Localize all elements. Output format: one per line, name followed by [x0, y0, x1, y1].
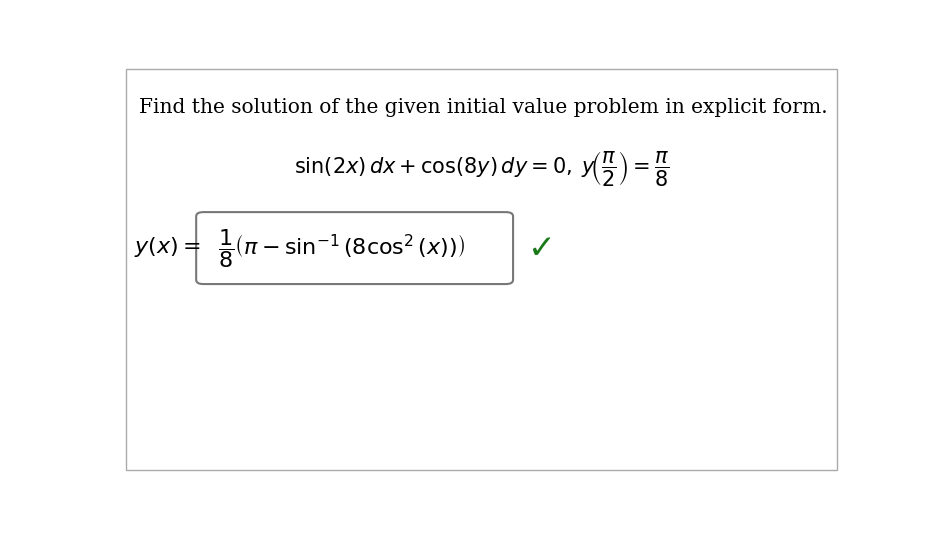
Text: $\sin(2x)\,dx + \cos(8y)\,dy = 0, \; y\!\left(\dfrac{\pi}{2}\right) = \dfrac{\pi: $\sin(2x)\,dx + \cos(8y)\,dy = 0, \; y\!… — [294, 150, 669, 189]
FancyBboxPatch shape — [126, 69, 838, 470]
Text: $\dfrac{1}{8}\left(\pi - \sin^{-1}(8\cos^2(x))\right)$: $\dfrac{1}{8}\left(\pi - \sin^{-1}(8\cos… — [218, 226, 465, 270]
Text: Find the solution of the given initial value problem in explicit form.: Find the solution of the given initial v… — [139, 98, 828, 117]
Text: $y(x) = $: $y(x) = $ — [134, 235, 201, 259]
Text: ✓: ✓ — [528, 232, 556, 264]
FancyBboxPatch shape — [196, 212, 513, 284]
